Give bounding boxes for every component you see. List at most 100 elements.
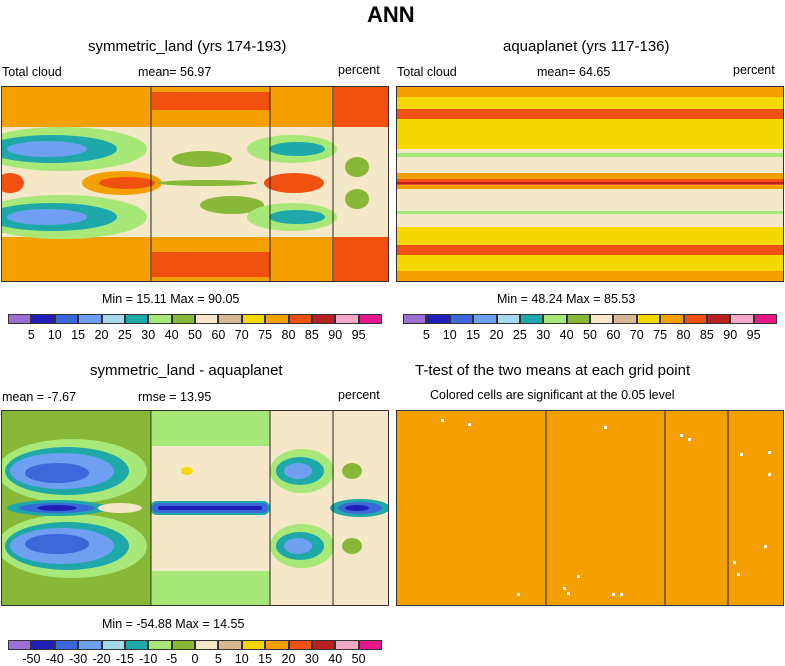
colorbar-box xyxy=(171,314,195,324)
colorbar-tick-label: 75 xyxy=(653,328,668,342)
colorbar-box xyxy=(403,314,427,324)
colorbar-tick-label: 80 xyxy=(281,328,296,342)
colorbar-box xyxy=(288,314,312,324)
colorbar-tick-label: 80 xyxy=(676,328,691,342)
colorbar-tick-label: 20 xyxy=(94,328,109,342)
sym-contour-plot xyxy=(1,86,389,282)
colorbar-tick-label: 15 xyxy=(258,652,273,666)
aqua-units-label: percent xyxy=(733,63,775,77)
colorbar-tick-label: 25 xyxy=(512,328,527,342)
colorbar-tick-label: -40 xyxy=(45,652,64,666)
colorbar-box xyxy=(590,314,614,324)
colorbar-tick-label: 5 xyxy=(27,328,35,342)
page-title: ANN xyxy=(367,2,415,27)
colorbar-box xyxy=(449,314,474,324)
aqua-colorbar-labels: 5 10 15 20 25 30 40 50 60 70 75 80 85 90 95 xyxy=(403,328,777,344)
sym-minmax: Min = 15.11 Max = 90.05 xyxy=(102,292,240,306)
colorbar-tick-label: 85 xyxy=(304,328,319,342)
aqua-contour-plot xyxy=(396,86,784,282)
sym-colorbar xyxy=(8,314,382,324)
colorbar-box xyxy=(730,314,754,324)
colorbar-tick-label: 30 xyxy=(141,328,156,342)
colorbar-tick-label: 25 xyxy=(117,328,132,342)
colorbar-tick-label: -15 xyxy=(115,652,134,666)
colorbar-tick-label: 50 xyxy=(351,652,366,666)
colorbar-box xyxy=(543,314,567,324)
colorbar-box xyxy=(519,314,544,324)
diff-colorbar-labels: -50 -40 -30 -20 -15 -10 -5 0 5 10 15 20 30 40 50 xyxy=(8,652,382,666)
colorbar-box xyxy=(8,314,32,324)
colorbar-box xyxy=(8,640,32,650)
colorbar-box xyxy=(265,640,289,650)
colorbar-box xyxy=(148,314,172,324)
colorbar-box xyxy=(171,640,195,650)
colorbar-box xyxy=(124,314,149,324)
sym-mean-label: mean= 56.97 xyxy=(138,65,212,79)
colorbar-box xyxy=(78,314,102,324)
ttest-subtitle: Colored cells are significant at the 0.0… xyxy=(430,388,675,402)
colorbar-box xyxy=(101,314,125,324)
colorbar-box xyxy=(288,640,312,650)
colorbar-tick-label: 60 xyxy=(211,328,226,342)
colorbar-tick-label: 95 xyxy=(351,328,366,342)
colorbar-tick-label: 15 xyxy=(71,328,86,342)
colorbar-box xyxy=(218,314,242,324)
colorbar-box xyxy=(265,314,289,324)
colorbar-tick-label: 70 xyxy=(234,328,249,342)
colorbar-tick-label: 95 xyxy=(746,328,761,342)
colorbar-tick-label: 0 xyxy=(191,652,199,666)
colorbar-tick-label: -10 xyxy=(139,652,158,666)
colorbar-box xyxy=(31,314,55,324)
colorbar-box xyxy=(148,640,172,650)
colorbar-box xyxy=(473,314,497,324)
colorbar-tick-label: 10 xyxy=(442,328,457,342)
aqua-minmax: Min = 48.24 Max = 85.53 xyxy=(497,292,636,306)
colorbar-box xyxy=(101,640,125,650)
diff-colorbar xyxy=(8,640,382,650)
colorbar-box xyxy=(195,640,219,650)
colorbar-box xyxy=(311,640,336,650)
diff-mean-label: mean = -7.67 xyxy=(2,390,77,404)
colorbar-tick-label: 20 xyxy=(489,328,504,342)
colorbar-box xyxy=(358,640,382,650)
aqua-left-label: Total cloud xyxy=(397,65,457,79)
colorbar-box xyxy=(78,640,102,650)
panel-title-aqua: aquaplanet (yrs 117-136) xyxy=(503,38,670,55)
colorbar-tick-label: 85 xyxy=(699,328,714,342)
colorbar-box xyxy=(706,314,731,324)
colorbar-tick-label: 10 xyxy=(47,328,62,342)
colorbar-tick-label: 90 xyxy=(328,328,343,342)
colorbar-box xyxy=(335,314,359,324)
diff-rmse-label: rmse = 13.95 xyxy=(138,390,212,404)
colorbar-box xyxy=(753,314,777,324)
colorbar-tick-label: 70 xyxy=(629,328,644,342)
panel-title-ttest: T-test of the two means at each grid poi… xyxy=(415,362,691,379)
diff-contour-plot xyxy=(1,410,389,606)
ttest-significance-plot xyxy=(396,410,784,606)
aqua-colorbar xyxy=(403,314,777,324)
colorbar-tick-label: 5 xyxy=(422,328,430,342)
colorbar-box xyxy=(311,314,336,324)
colorbar-tick-label: 30 xyxy=(536,328,551,342)
colorbar-box xyxy=(124,640,149,650)
diff-minmax: Min = -54.88 Max = 14.55 xyxy=(102,617,245,631)
colorbar-box xyxy=(335,640,359,650)
colorbar-tick-label: 40 xyxy=(559,328,574,342)
colorbar-box xyxy=(241,640,266,650)
colorbar-box xyxy=(218,640,242,650)
colorbar-tick-label: 40 xyxy=(328,652,343,666)
colorbar-box xyxy=(31,640,55,650)
colorbar-box xyxy=(54,640,79,650)
colorbar-tick-label: 75 xyxy=(258,328,273,342)
colorbar-box xyxy=(660,314,684,324)
aqua-mean-label: mean= 64.65 xyxy=(537,65,611,79)
panel-title-sym: symmetric_land (yrs 174-193) xyxy=(88,38,287,55)
colorbar-box xyxy=(636,314,661,324)
colorbar-tick-label: -5 xyxy=(166,652,178,666)
colorbar-tick-label: 10 xyxy=(234,652,249,666)
colorbar-box xyxy=(54,314,79,324)
colorbar-tick-label: 50 xyxy=(583,328,597,342)
colorbar-tick-label: 30 xyxy=(304,652,319,666)
colorbar-tick-label: 40 xyxy=(164,328,179,342)
colorbar-tick-label: 50 xyxy=(188,328,202,342)
